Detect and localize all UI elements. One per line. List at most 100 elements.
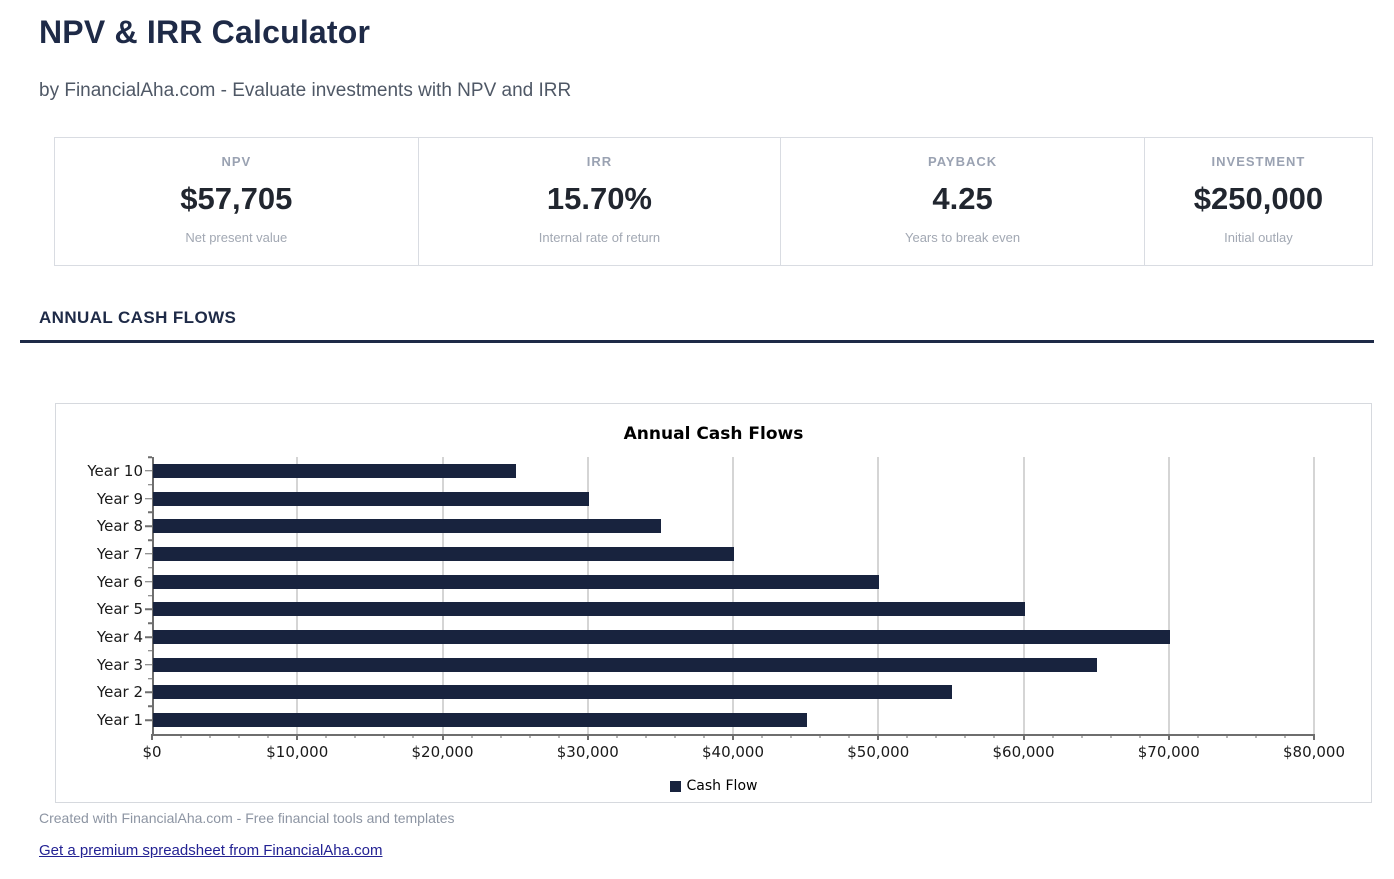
x-axis-minor-tick [1081, 734, 1083, 738]
summary-stats-row: NPV $57,705 Net present value IRR 15.70%… [54, 137, 1373, 266]
x-axis-minor-tick [993, 734, 995, 738]
y-axis-minor-tick [148, 705, 152, 708]
stat-label: IRR [586, 154, 613, 169]
x-axis-major-tick [586, 734, 589, 740]
y-axis-major-tick [145, 719, 152, 721]
stat-value: $57,705 [180, 181, 293, 216]
gridline [877, 457, 879, 734]
chart-title: Annual Cash Flows [623, 424, 804, 444]
x-axis-major-tick [1022, 734, 1025, 740]
y-axis-category-label: Year 6 [96, 572, 143, 591]
stat-value: 4.25 [932, 181, 993, 216]
x-axis-major-tick [296, 734, 299, 740]
x-axis-minor-tick [1052, 734, 1054, 738]
y-axis-major-tick [145, 664, 152, 666]
stat-card-payback: PAYBACK 4.25 Years to break even [780, 138, 1144, 265]
y-axis-category-label: Year 1 [96, 711, 143, 730]
gridline [1168, 457, 1170, 734]
x-axis-tick-label: $50,000 [847, 743, 910, 761]
y-axis-category-label: Year 2 [96, 683, 143, 702]
legend-swatch-cash-flow [669, 780, 681, 792]
gridline [442, 457, 443, 734]
x-axis-major-tick [151, 734, 153, 740]
x-axis-minor-tick [529, 734, 531, 738]
y-axis-major-tick [145, 691, 152, 694]
chart-legend: Cash Flow [56, 778, 1371, 794]
x-axis-tick-label: $80,000 [1282, 743, 1346, 761]
gridline [1313, 457, 1315, 734]
x-axis-tick-label: $20,000 [411, 743, 474, 761]
y-axis-major-tick [145, 525, 152, 527]
x-axis-tick-label: $60,000 [992, 743, 1055, 761]
y-axis-major-tick [145, 470, 152, 472]
page-title: NPV & IRR Calculator [39, 14, 371, 50]
y-axis-category-label: Year 10 [87, 461, 143, 480]
x-axis-minor-tick [1226, 734, 1228, 738]
cash-flow-bar [153, 713, 807, 728]
gridline [296, 457, 298, 734]
x-axis-minor-tick [906, 734, 908, 738]
x-axis-minor-tick [209, 734, 211, 738]
x-axis-minor-tick [790, 734, 792, 738]
y-axis-category-label: Year 3 [96, 655, 143, 674]
legend-label: Cash Flow [686, 778, 758, 794]
gridline [732, 457, 734, 734]
stat-card-irr: IRR 15.70% Internal rate of return [417, 138, 781, 265]
x-axis-minor-tick [412, 734, 414, 738]
x-axis-minor-tick [1255, 734, 1257, 738]
x-axis-minor-tick [616, 734, 618, 738]
x-axis-minor-tick [354, 734, 356, 738]
cash-flow-bar [153, 519, 662, 534]
y-axis-major-tick [145, 553, 152, 555]
stat-value: 15.70% [546, 181, 652, 216]
cash-flow-bar [153, 463, 517, 478]
x-axis-minor-tick [1197, 734, 1199, 738]
stat-card-investment: INVESTMENT $250,000 Initial outlay [1143, 138, 1372, 265]
x-axis-major-tick [732, 734, 734, 740]
premium-spreadsheet-link[interactable]: Get a premium spreadsheet from Financial… [39, 842, 383, 859]
footer-credit: Created with FinancialAha.com - Free fin… [39, 810, 455, 826]
x-axis-minor-tick [558, 734, 560, 738]
x-axis-tick-label: $0 [142, 743, 162, 761]
y-axis-major-tick [145, 497, 152, 500]
stat-label: PAYBACK [928, 154, 998, 169]
x-axis-minor-tick [761, 734, 763, 738]
stat-caption: Years to break even [904, 230, 1021, 245]
x-axis-minor-tick [819, 734, 821, 738]
x-axis-tick-label: $70,000 [1137, 743, 1200, 761]
x-axis-major-tick [1167, 734, 1170, 740]
y-axis-minor-tick [148, 622, 152, 624]
y-axis-major-tick [145, 608, 152, 611]
x-axis-major-tick [1313, 734, 1315, 740]
cash-flow-bar [153, 491, 589, 506]
gridline [1023, 457, 1024, 734]
y-axis-minor-tick [148, 511, 152, 514]
cash-flow-bar [153, 574, 880, 589]
cash-flow-chart: Annual Cash Flows $0 $10,000 $20,000 $30,00… [55, 403, 1372, 803]
chart-plot-area: $0 $10,000 $20,000 $30,000 $40,000 $50,000 $60… [87, 456, 1345, 761]
x-axis-minor-tick [703, 734, 705, 738]
stat-card-npv: NPV $57,705 Net present value [55, 138, 418, 265]
y-axis-category-label: Year 7 [96, 544, 143, 563]
cash-flow-bar [153, 546, 734, 561]
stat-caption: Internal rate of return [538, 230, 661, 245]
cash-flow-bar [153, 657, 1098, 672]
x-axis-major-tick [441, 734, 444, 740]
y-axis-minor-tick [148, 677, 152, 680]
x-axis-minor-tick [1139, 734, 1141, 738]
stat-value: $250,000 [1193, 181, 1324, 216]
stat-caption: Net present value [185, 230, 288, 245]
page-subtitle: by FinancialAha.com - Evaluate investmen… [39, 80, 572, 101]
x-axis-minor-tick [645, 734, 647, 738]
cash-flow-bar [153, 602, 1025, 617]
gridline [587, 457, 589, 734]
x-axis-minor-tick [383, 734, 385, 738]
y-axis-major-tick [145, 636, 152, 638]
y-axis-category-label: Year 5 [96, 600, 143, 619]
y-axis-category-label: Year 8 [96, 517, 143, 536]
x-axis-minor-tick [238, 734, 240, 738]
y-axis-minor-tick [148, 650, 152, 652]
x-axis-minor-tick [325, 734, 327, 738]
section-divider [20, 340, 1374, 343]
